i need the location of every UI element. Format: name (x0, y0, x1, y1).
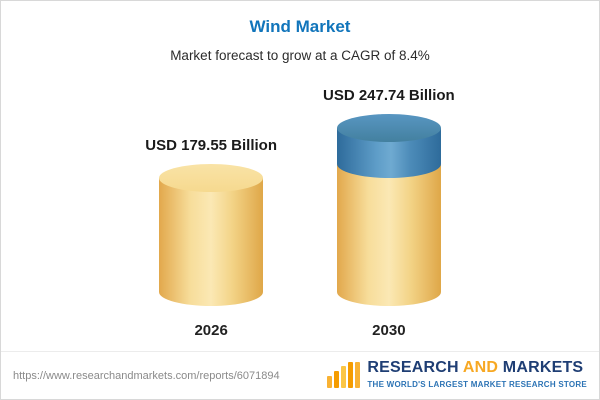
cylinder-cap-yellow (159, 164, 264, 192)
logo-word-markets: MARKETS (502, 359, 584, 376)
footer: https://www.researchandmarkets.com/repor… (1, 351, 599, 399)
axis-label-2026: 2026 (194, 322, 228, 339)
cylinder-body-yellow (159, 178, 264, 306)
cylinder-segment-yellow (336, 164, 441, 306)
plot-area: USD 179.55 Billion 2026 USD 247.74 Billi… (1, 63, 599, 351)
logo-text-block: RESEARCH AND MARKETS THE WORLD'S LARGEST… (367, 360, 587, 390)
value-label-2026: USD 179.55 Billion (145, 137, 277, 154)
axis-label-2030: 2030 (372, 322, 406, 339)
chart-header: Wind Market Market forecast to grow at a… (1, 1, 599, 63)
logo-word-and: AND (462, 359, 499, 376)
chart-subtitle: Market forecast to grow at a CAGR of 8.4… (170, 48, 430, 63)
logo-tagline: THE WORLD'S LARGEST MARKET RESEARCH STOR… (367, 380, 587, 389)
source-url[interactable]: https://www.researchandmarkets.com/repor… (13, 370, 280, 382)
logo-wordmark: RESEARCH AND MARKETS (367, 360, 587, 376)
cylinder-2030 (336, 114, 441, 306)
bar-group-2026: USD 179.55 Billion 2026 (145, 137, 277, 339)
cylinder-2026 (159, 164, 264, 306)
bar-group-2030: USD 247.74 Billion 2030 (323, 87, 455, 339)
value-label-2030: USD 247.74 Billion (323, 87, 455, 104)
research-and-markets-logo[interactable]: RESEARCH AND MARKETS THE WORLD'S LARGEST… (327, 360, 587, 389)
logo-flag-icon (327, 361, 361, 389)
cylinder-cap-blue (336, 114, 441, 142)
logo-word-research: RESEARCH (367, 359, 459, 376)
chart-title: Wind Market (249, 17, 351, 36)
